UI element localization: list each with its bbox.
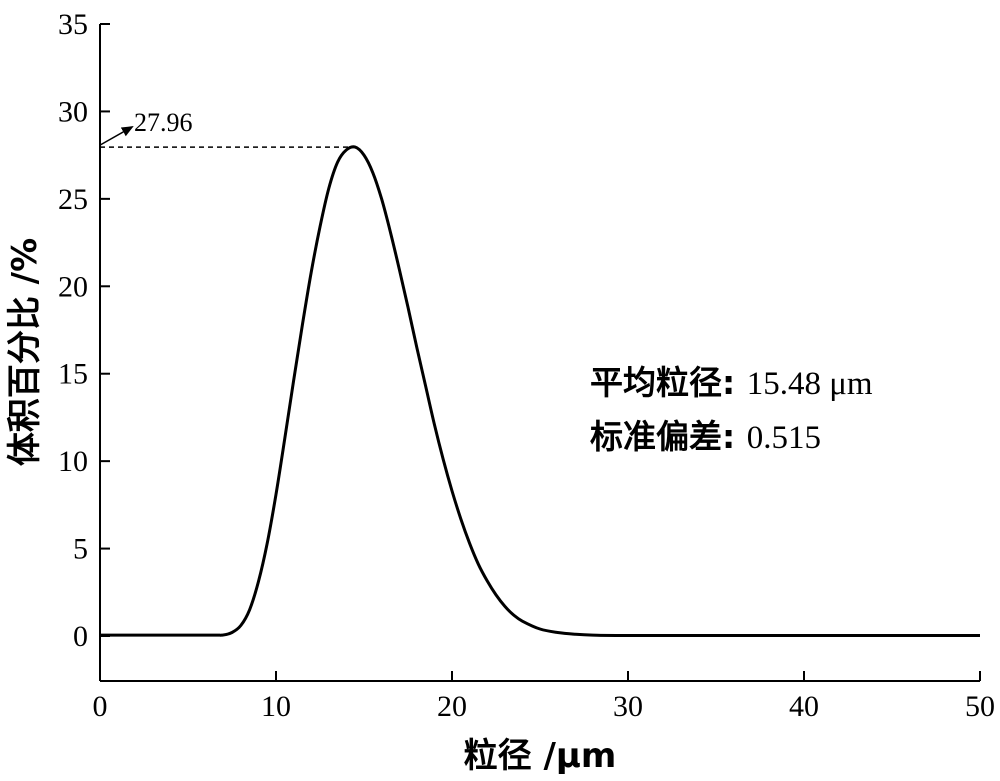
x-tick-label: 0 bbox=[93, 690, 108, 723]
stat-mean-size-label: 平均粒径 bbox=[590, 363, 722, 402]
series-layer bbox=[99, 145, 980, 638]
stats-block: 平均粒径: 15.48 μm 标准偏差: 0.515 bbox=[590, 363, 873, 456]
peak-value-label: 27.96 bbox=[134, 108, 193, 137]
y-tick-label: 35 bbox=[58, 8, 88, 41]
y-tick-label: 25 bbox=[58, 183, 88, 216]
peak-arrow bbox=[99, 126, 134, 146]
x-tick-label: 10 bbox=[261, 690, 291, 723]
x-tick-label: 20 bbox=[437, 690, 467, 723]
y-tick-label: 10 bbox=[58, 445, 88, 478]
y-tick-label: 5 bbox=[73, 533, 88, 566]
x-ticks: 0 10 20 30 40 50 bbox=[93, 671, 995, 723]
x-tick-label: 30 bbox=[613, 690, 643, 723]
series-line bbox=[99, 145, 980, 638]
y-tick-label: 15 bbox=[58, 358, 88, 391]
x-tick-label: 50 bbox=[965, 690, 995, 723]
x-tick-label: 40 bbox=[789, 690, 819, 723]
stat-mean-size-value: 15.48 μm bbox=[747, 366, 873, 402]
y-axis-title: 体积百分比 /% bbox=[5, 238, 45, 466]
y-tick-label: 30 bbox=[58, 95, 88, 128]
peak-annotation: 27.96 bbox=[99, 108, 356, 148]
stat-mean-size: 平均粒径: 15.48 μm bbox=[590, 363, 873, 402]
y-ticks: 0 5 10 15 20 25 30 35 bbox=[58, 8, 110, 653]
y-tick-label: 0 bbox=[73, 620, 88, 653]
y-tick-label: 20 bbox=[58, 270, 88, 303]
stat-std-dev-label: 标准偏差 bbox=[590, 417, 722, 456]
x-axis-title: 粒径 /μm bbox=[464, 736, 617, 776]
stat-std-dev: 标准偏差: 0.515 bbox=[590, 417, 821, 456]
stat-mean-size-colon: : bbox=[722, 363, 747, 402]
stat-std-dev-colon: : bbox=[722, 417, 747, 456]
stat-std-dev-value: 0.515 bbox=[747, 420, 821, 456]
axes bbox=[99, 24, 980, 682]
